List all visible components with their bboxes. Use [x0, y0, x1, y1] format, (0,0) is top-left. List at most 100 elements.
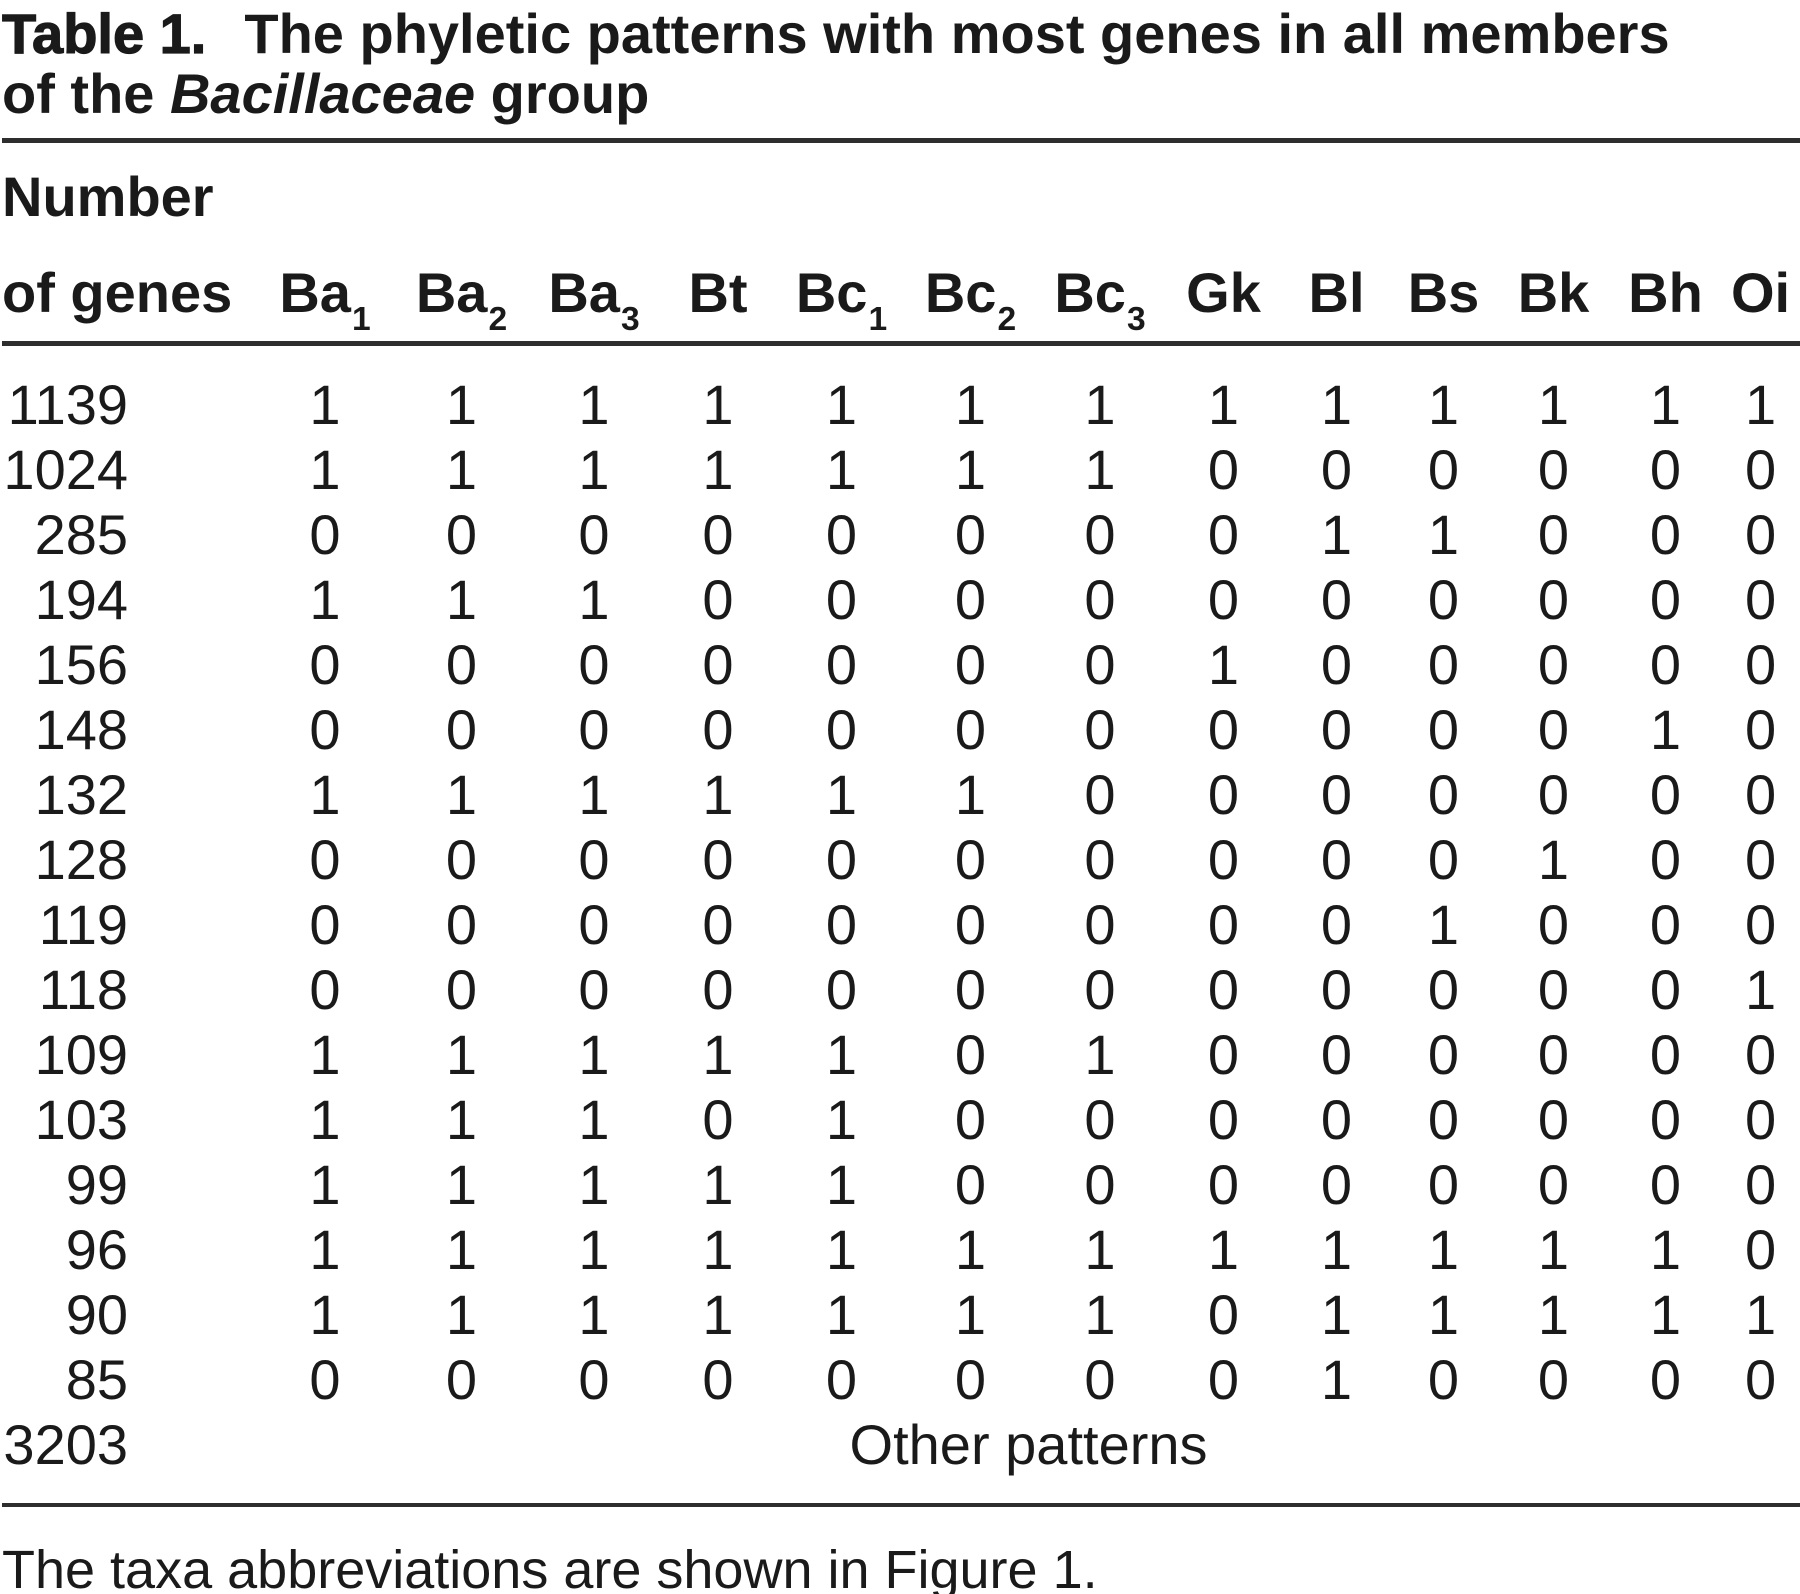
gene-count-cell: 118	[2, 957, 257, 1022]
pattern-value-cell: 0	[1537, 1153, 1570, 1216]
pattern-value-cell: 0	[702, 568, 734, 631]
pattern-value-cell: 1	[578, 373, 610, 436]
pattern-value-cell: 0	[1207, 1348, 1240, 1411]
pattern-value-cell: 1	[445, 373, 478, 436]
pattern-value-cell: 0	[1084, 828, 1116, 891]
pattern-value-cell: 0	[1649, 1153, 1682, 1216]
pattern-value-cell: 0	[1744, 828, 1777, 891]
other-patterns-row: 3203 Other patterns	[2, 1412, 1800, 1505]
taxon-abbreviation: Bl	[1308, 261, 1365, 324]
gene-count-value: 156	[34, 633, 128, 696]
table-caption: Table 1. The phyletic patterns with most …	[1, 3, 1800, 125]
caption-italic-taxon-name: Bacillaceae	[169, 62, 476, 125]
pattern-value-cell: 0	[1427, 763, 1460, 826]
column-header-oi: Oi	[1721, 229, 1800, 344]
pattern-value-cell: 1	[1320, 503, 1353, 566]
pattern-value-cell: 0	[1427, 438, 1460, 501]
pattern-value-cell: 0	[1207, 438, 1240, 501]
pattern-value-cell: 1	[1207, 1218, 1240, 1281]
taxon-abbreviation: Oi	[1730, 261, 1791, 324]
gene-count-value: 90	[65, 1283, 128, 1346]
taxon-abbreviation: Bs	[1407, 261, 1480, 324]
pattern-value-cell: 1	[445, 438, 478, 501]
pattern-value-cell: 0	[1649, 958, 1682, 1021]
pattern-value-cell: 0	[1649, 438, 1682, 501]
pattern-value-cell: 1	[578, 1218, 610, 1281]
pattern-row: 1024 1 1 1 1 1 1 1 0 0 0 0 0 0	[2, 437, 1800, 502]
pattern-value-cell: 0	[1744, 438, 1777, 501]
pattern-value-cell: 1	[1427, 1218, 1460, 1281]
pattern-value-cell: 1	[578, 1153, 610, 1216]
pattern-row: 128 0 0 0 0 0 0 0 0 0 0 1 0 0	[2, 827, 1800, 892]
pattern-value-cell: 0	[445, 633, 478, 696]
pattern-value-cell: 1	[825, 763, 858, 826]
pattern-value-cell: 1	[954, 373, 987, 436]
pattern-value-cell: 1	[1320, 1348, 1353, 1411]
pattern-value-cell: 0	[1537, 503, 1570, 566]
pattern-value-cell: 0	[1537, 633, 1570, 696]
pattern-value-cell: 0	[578, 503, 610, 566]
table-footnote: The taxa abbreviations are shown in Figu…	[2, 1540, 1098, 1594]
pattern-value-cell: 0	[1537, 1088, 1570, 1151]
pattern-value-cell: 0	[954, 893, 987, 956]
pattern-value-cell: 1	[1320, 1283, 1353, 1346]
pattern-value-cell: 0	[702, 698, 734, 761]
pattern-value-cell: 0	[1744, 893, 1777, 956]
gene-count-value: 128	[34, 828, 128, 891]
pattern-value-cell: 0	[1084, 893, 1116, 956]
gene-count-cell: 85	[2, 1347, 257, 1412]
pattern-value-cell: 0	[578, 633, 610, 696]
pattern-value-cell: 0	[1427, 568, 1460, 631]
pattern-value-cell: 1	[1320, 373, 1353, 436]
taxon-abbreviation: Bc	[924, 261, 997, 324]
gene-count-value: 99	[65, 1153, 128, 1216]
gene-count-cell: 3203	[2, 1412, 257, 1505]
pattern-value-cell: 1	[445, 1283, 478, 1346]
column-header-ba3: Ba3	[530, 229, 658, 344]
pattern-value-cell: 1	[1427, 893, 1460, 956]
pattern-value-cell: 1	[1084, 438, 1116, 501]
gene-count-value: 285	[34, 503, 128, 566]
pattern-value-cell: 1	[1427, 373, 1460, 436]
pattern-value-cell: 1	[445, 763, 478, 826]
pattern-value-cell: 0	[1084, 633, 1116, 696]
pattern-row: 148 0 0 0 0 0 0 0 0 0 0 0 1 0	[2, 697, 1800, 762]
pattern-value-cell: 0	[1084, 1153, 1116, 1216]
pattern-value-cell: 0	[1744, 698, 1777, 761]
taxon-abbreviation: Bt	[688, 261, 748, 324]
pattern-value-cell: 1	[1084, 1283, 1116, 1346]
pattern-value-cell: 1	[1427, 1283, 1460, 1346]
pattern-value-cell: 1	[578, 438, 610, 501]
pattern-value-cell: 1	[1537, 828, 1570, 891]
pattern-value-cell: 1	[309, 1023, 341, 1086]
pattern-value-cell: 0	[1427, 698, 1460, 761]
pattern-value-cell: 0	[1084, 1348, 1116, 1411]
taxon-abbreviation: Bc	[795, 261, 868, 324]
pattern-value-cell: 0	[1427, 1023, 1460, 1086]
pattern-value-cell: 0	[1744, 1088, 1777, 1151]
column-header-bc1: Bc1	[778, 229, 905, 344]
gene-count-value: 118	[38, 958, 128, 1021]
pattern-value-cell: 0	[954, 1153, 987, 1216]
pattern-value-cell: 0	[1649, 633, 1682, 696]
pattern-value-cell: 0	[1427, 828, 1460, 891]
pattern-value-cell: 0	[1649, 1348, 1682, 1411]
pattern-value-cell: 0	[954, 503, 987, 566]
pattern-value-cell: 0	[1649, 763, 1682, 826]
pattern-value-cell: 1	[1537, 1218, 1570, 1281]
pattern-value-cell: 1	[1207, 373, 1240, 436]
gene-count-value: 1024	[3, 438, 128, 501]
pattern-value-cell: 0	[1207, 893, 1240, 956]
pattern-value-cell: 0	[1207, 1023, 1240, 1086]
pattern-value-cell: 1	[825, 1218, 858, 1281]
pattern-row: 285 0 0 0 0 0 0 0 0 1 1 0 0 0	[2, 502, 1800, 567]
pattern-value-cell: 0	[825, 893, 858, 956]
pattern-value-cell: 1	[702, 1023, 734, 1086]
gene-count-value: 3203	[3, 1413, 128, 1476]
pattern-value-cell: 0	[445, 698, 478, 761]
pattern-value-cell: 0	[309, 893, 341, 956]
pattern-value-cell: 0	[1320, 958, 1353, 1021]
pattern-value-cell: 1	[702, 373, 734, 436]
gene-count-value: 194	[34, 568, 128, 631]
pattern-value-cell: 0	[1207, 828, 1240, 891]
